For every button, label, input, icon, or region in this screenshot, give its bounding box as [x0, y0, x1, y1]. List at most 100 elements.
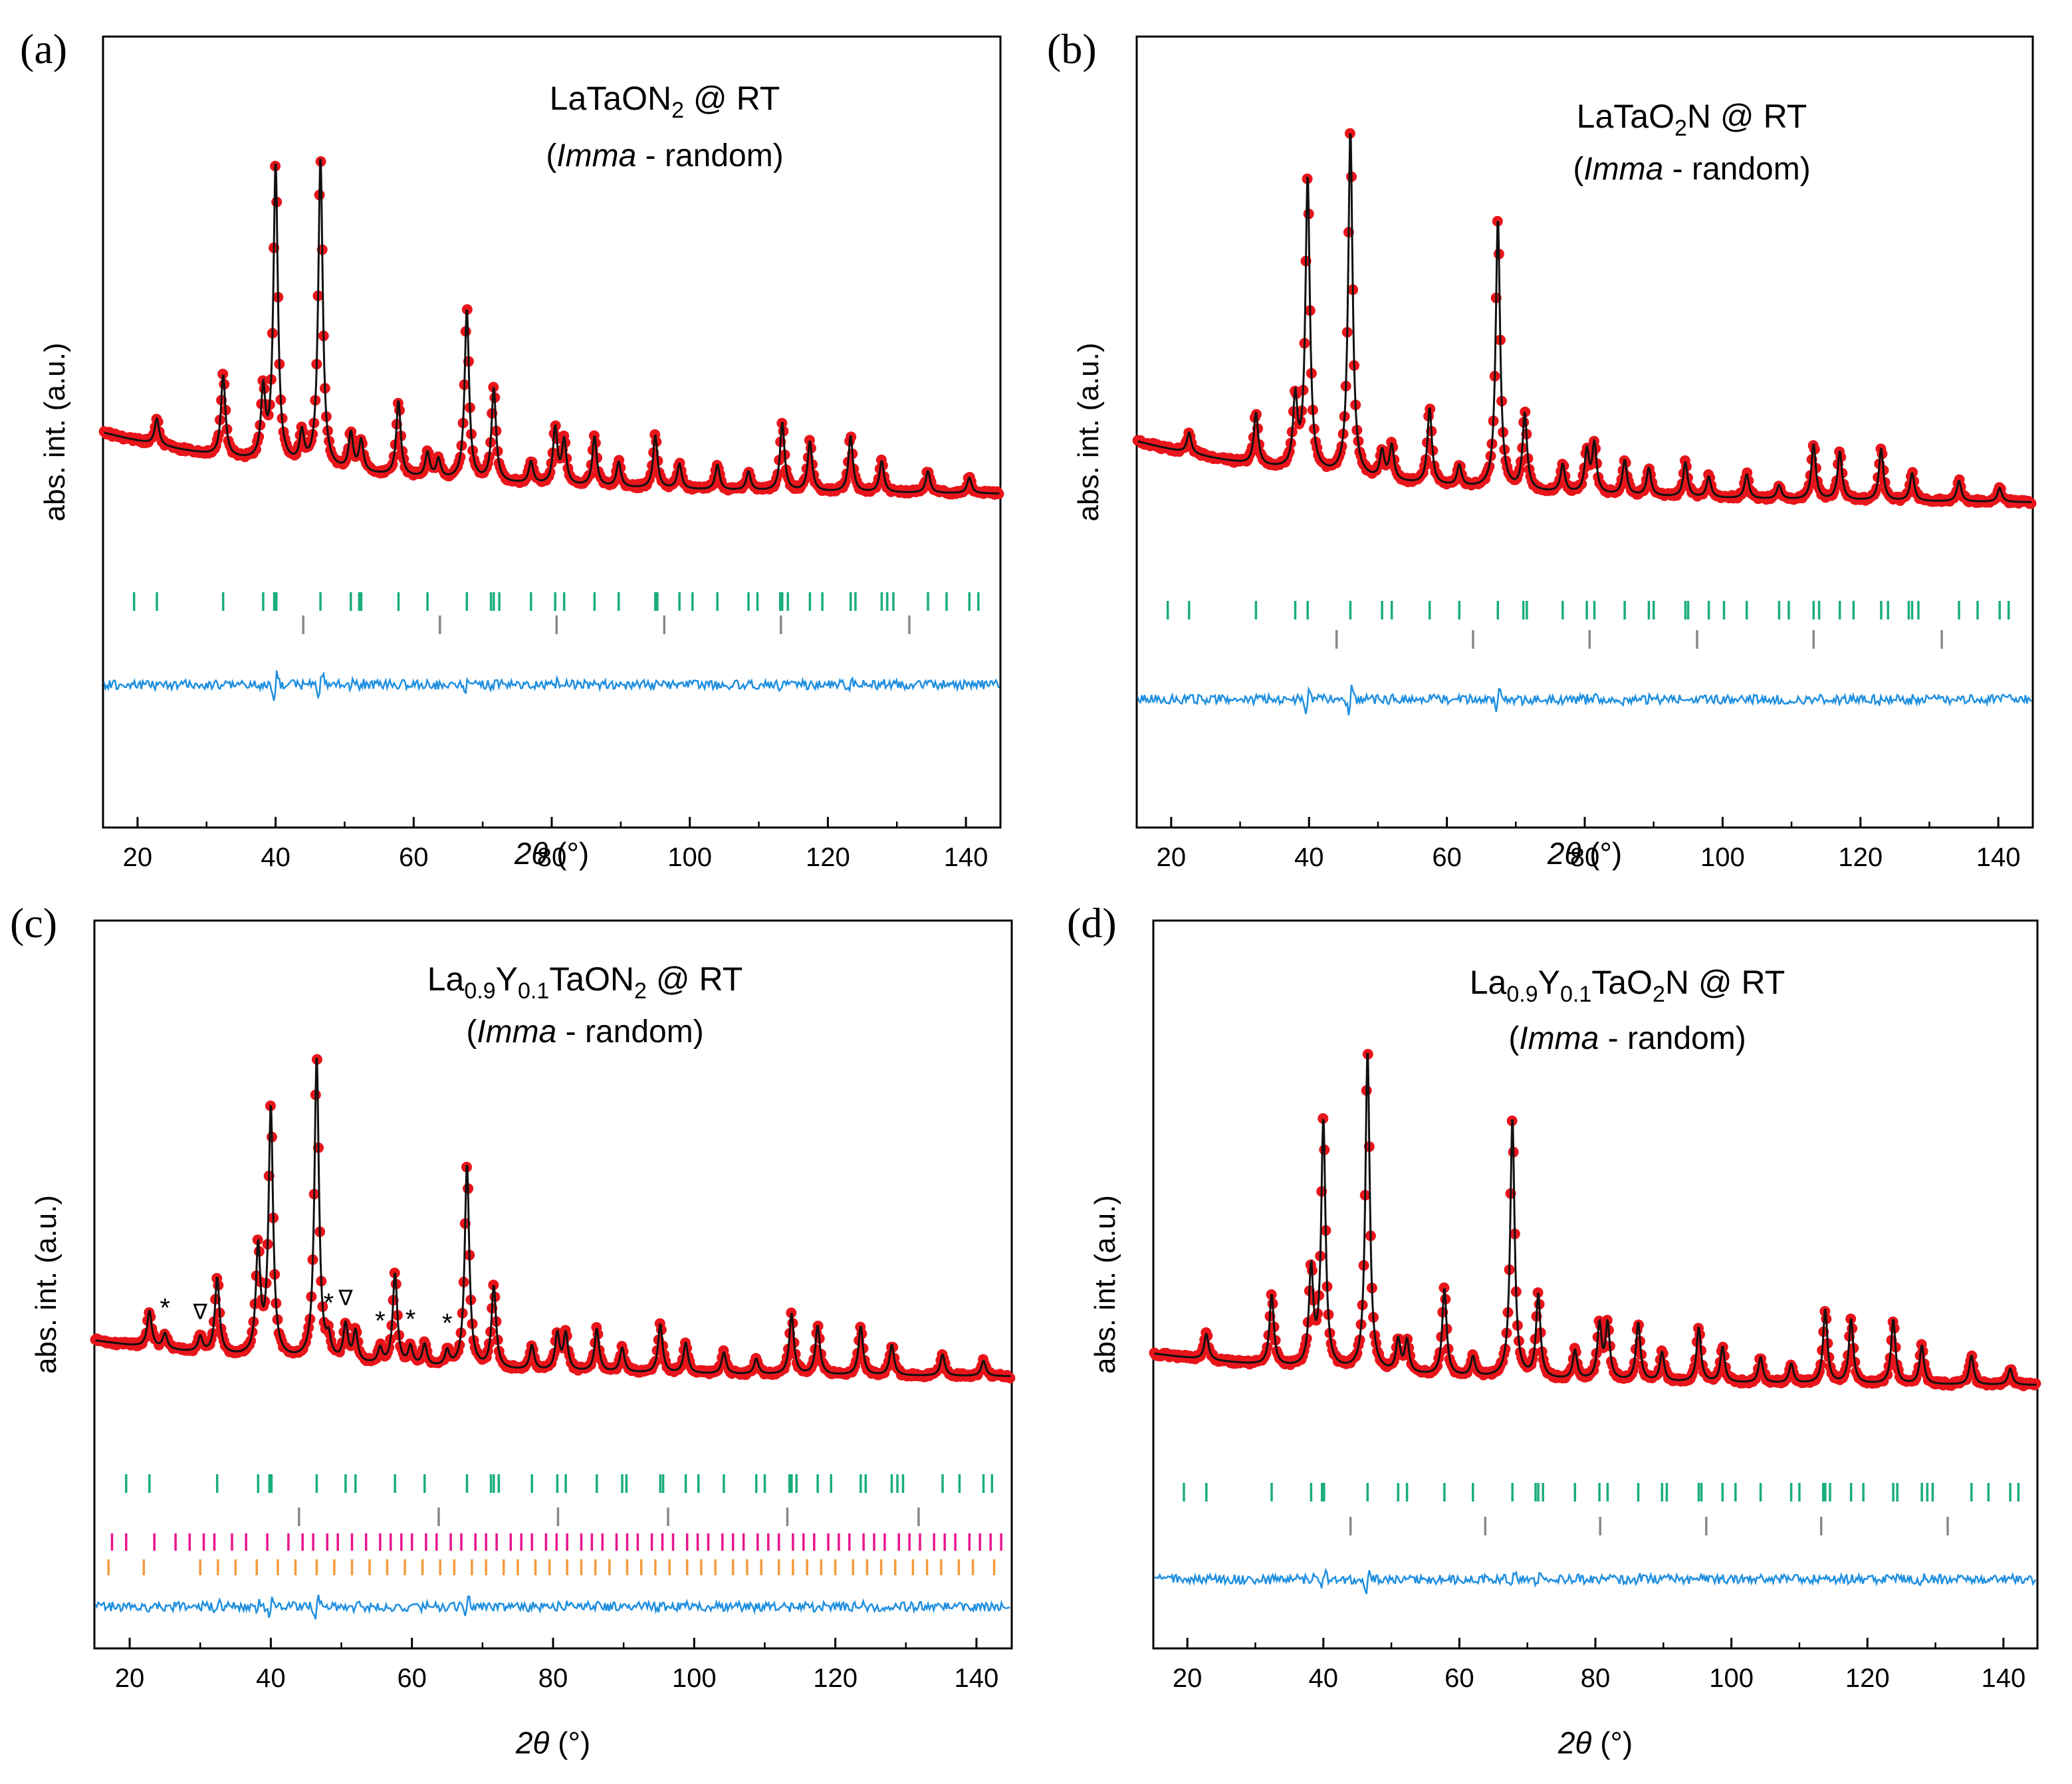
tick-row-2	[302, 615, 911, 634]
subtitle-text: - random)	[1599, 1021, 1746, 1056]
calculated-line	[104, 158, 1000, 495]
x-tick-label: 140	[944, 843, 988, 872]
subtitle-text: - random)	[636, 138, 783, 173]
observed-point	[1520, 406, 1531, 417]
x-axis-label: 2θ (°)	[515, 1726, 590, 1760]
x-tick-label: 100	[1700, 843, 1745, 872]
x-tick-label: 80	[1581, 1664, 1611, 1693]
x-tick-label: 40	[1294, 843, 1324, 872]
tick-row-3	[110, 1533, 1002, 1551]
observed-point	[1004, 1373, 1016, 1384]
title-subscript: 2	[1653, 982, 1665, 1007]
x-tick-label: 100	[667, 843, 712, 872]
observed-point	[1344, 128, 1355, 139]
title-subscript: 0.1	[518, 978, 549, 1004]
tick-row-1	[125, 1474, 994, 1493]
x-axis-symbol: 2θ	[515, 1726, 550, 1760]
x-tick-label: 80	[537, 843, 567, 872]
title-subscript: 0.9	[464, 978, 495, 1004]
panel-title: LaTaON2 @ RT	[550, 80, 780, 123]
panel-title: La0.9Y0.1TaON2 @ RT	[427, 960, 743, 1004]
panel-a: 20 40 60 80 100 120 140 2θ (°) abs. int. (a.u.) (…	[20, 25, 1004, 872]
y-axis-label: abs. int. (a.u.)	[30, 1195, 62, 1374]
title-text: Y	[1538, 964, 1560, 1001]
title-subscript: 0.9	[1506, 982, 1538, 1007]
observed-point	[1742, 467, 1753, 479]
y-axis-label: abs. int. (a.u.)	[1089, 1195, 1121, 1374]
observed-data	[98, 156, 1004, 500]
subtitle-text: (	[1508, 1021, 1519, 1056]
title-subscript: 2	[634, 978, 647, 1004]
x-axis-label: 2θ (°)	[514, 836, 589, 871]
x-axis-unit: (°)	[1591, 1726, 1633, 1760]
y-axis-label: abs. int. (a.u.)	[39, 342, 71, 521]
x-axis-unit: (°)	[548, 836, 589, 871]
space-group: Imma	[556, 138, 636, 173]
panel-title: La0.9Y0.1TaO2N @ RT	[1470, 964, 1785, 1007]
x-axis-label: 2θ (°)	[1547, 836, 1622, 871]
x-tick-label: 60	[397, 1664, 427, 1693]
x-tick-label: 120	[813, 1664, 858, 1693]
x-axis-unit: (°)	[549, 1726, 590, 1760]
x-tick-label: 40	[261, 843, 290, 872]
title-text: Y	[496, 960, 518, 998]
subtitle-text: (	[1573, 152, 1583, 187]
title-subscript: 0.1	[1560, 982, 1591, 1007]
peak-marker: *	[375, 1306, 386, 1335]
observed-point	[2030, 1378, 2041, 1389]
title-text: N @ RT	[1665, 964, 1785, 1001]
x-tick-label: 80	[538, 1664, 568, 1693]
tick-row-2	[1335, 630, 1943, 649]
title-text: LaTaO	[1577, 98, 1674, 135]
tick-row-2	[1349, 1517, 1949, 1535]
x-tick-label: 20	[115, 1664, 145, 1693]
panel-label: (a)	[20, 25, 67, 72]
x-tick-label: 60	[1444, 1664, 1474, 1693]
tick-row-1	[132, 592, 980, 611]
panel-title: LaTaO2N @ RT	[1577, 98, 1807, 141]
x-axis-unit: (°)	[1581, 836, 1622, 871]
peak-marker: *	[405, 1305, 416, 1334]
x-tick-label: 120	[806, 843, 850, 872]
x-tick-label: 60	[399, 843, 429, 872]
space-group: Imma	[1583, 152, 1663, 187]
peak-marker: ∇	[338, 1285, 353, 1309]
subtitle-text: - random)	[1663, 152, 1810, 187]
title-text: TaO	[1591, 964, 1653, 1001]
title-text: LaTaON	[550, 80, 671, 117]
panel-subtitle: (Imma - random)	[546, 138, 783, 173]
x-axis-label: 2θ (°)	[1557, 1726, 1633, 1760]
x-tick-label: 40	[1309, 1664, 1339, 1693]
panel-label: (c)	[10, 899, 57, 947]
tick-row-1	[1166, 601, 2010, 619]
observed-point	[1532, 1287, 1544, 1298]
observed-data	[90, 1054, 1016, 1384]
x-tick-label: 20	[1157, 843, 1187, 872]
tick-row-4	[107, 1559, 996, 1575]
observed-point	[786, 1307, 797, 1319]
observed-data	[1149, 1049, 2041, 1392]
title-text: @ RT	[647, 960, 743, 998]
space-group: Imma	[1519, 1021, 1599, 1056]
x-axis-symbol: 2θ	[1547, 836, 1581, 871]
x-tick-label: 100	[1709, 1664, 1754, 1693]
title-text: @ RT	[684, 80, 780, 117]
peak-marker: *	[442, 1309, 453, 1338]
difference-curve	[1137, 685, 2032, 716]
x-tick-label: 20	[1173, 1664, 1203, 1693]
title-subscript: 2	[671, 98, 684, 123]
calculated-line	[1137, 133, 2032, 503]
tick-row-1	[1183, 1483, 2020, 1502]
difference-curve	[1153, 1567, 2037, 1595]
observed-point	[461, 304, 473, 315]
peak-marker: *	[160, 1293, 170, 1323]
x-tick-label: 80	[1570, 843, 1600, 872]
x-tick-label: 120	[1845, 1664, 1890, 1693]
panel-d: 20 40 60 80 100 120 140 2θ (°) abs. int. (a.u.) (…	[1067, 899, 2041, 1760]
observed-point	[2025, 498, 2037, 509]
x-tick-label: 120	[1838, 843, 1883, 872]
x-tick-label: 140	[1981, 1664, 2025, 1693]
title-text: La	[1470, 964, 1507, 1001]
x-tick-label: 140	[955, 1664, 999, 1693]
